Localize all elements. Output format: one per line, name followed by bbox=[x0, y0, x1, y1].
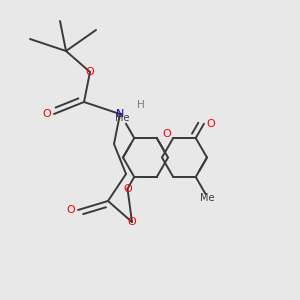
Text: N: N bbox=[116, 109, 124, 119]
Text: Me: Me bbox=[200, 193, 215, 203]
Text: O: O bbox=[85, 67, 94, 77]
Text: O: O bbox=[123, 184, 132, 194]
Text: H: H bbox=[137, 100, 145, 110]
Text: O: O bbox=[128, 217, 136, 227]
Text: O: O bbox=[206, 119, 215, 129]
Text: O: O bbox=[66, 205, 75, 215]
Text: Me: Me bbox=[116, 113, 130, 123]
Text: O: O bbox=[163, 128, 172, 139]
Text: O: O bbox=[42, 109, 51, 119]
